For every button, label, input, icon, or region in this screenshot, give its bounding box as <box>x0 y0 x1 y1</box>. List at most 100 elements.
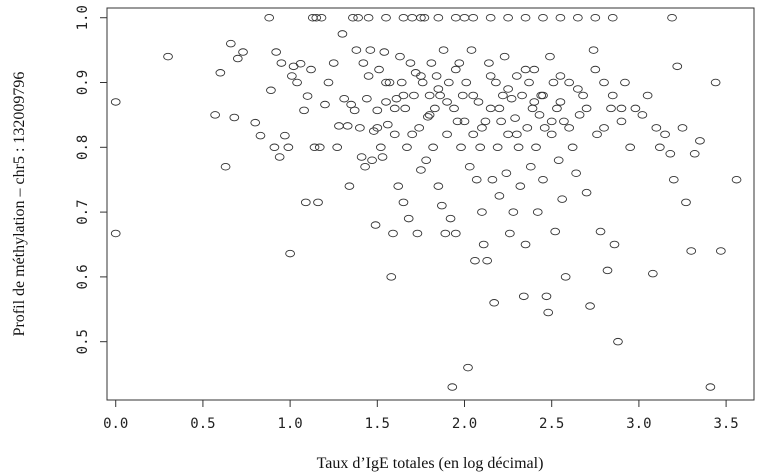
data-point <box>443 78 454 87</box>
data-point <box>215 69 226 77</box>
data-point <box>574 111 585 119</box>
x-tick-label: 2.5 <box>539 416 564 432</box>
data-point <box>499 52 510 61</box>
data-point <box>388 229 398 238</box>
data-point <box>541 292 552 301</box>
x-tick-label: 2.0 <box>452 416 477 432</box>
data-point <box>494 104 505 113</box>
data-point <box>416 13 426 22</box>
data-point <box>393 182 404 190</box>
data-point <box>550 227 561 236</box>
data-point <box>433 85 444 93</box>
data-point <box>367 156 377 165</box>
data-point <box>416 166 426 174</box>
data-point <box>381 78 391 87</box>
data-point <box>485 72 496 80</box>
data-point <box>210 111 220 119</box>
data-point <box>665 150 676 158</box>
data-point <box>334 122 344 130</box>
data-point <box>527 104 538 113</box>
data-point <box>271 48 282 56</box>
data-point <box>328 59 339 67</box>
data-point <box>468 130 479 139</box>
data-point <box>585 302 595 310</box>
data-point <box>654 143 665 152</box>
data-point <box>513 143 524 152</box>
data-point <box>478 240 489 249</box>
data-point <box>581 188 592 197</box>
y-tick-label: 0.9 <box>75 70 91 95</box>
data-point <box>442 98 452 106</box>
data-point <box>316 13 327 22</box>
data-point <box>686 247 697 255</box>
y-tick-label: 0.8 <box>75 135 91 160</box>
data-point <box>731 175 742 184</box>
data-point <box>522 124 533 132</box>
data-point <box>564 124 574 132</box>
data-point <box>419 13 430 22</box>
data-point <box>538 91 548 100</box>
data-point <box>529 98 540 106</box>
data-point <box>381 98 391 106</box>
data-point <box>355 124 365 132</box>
data-point <box>381 13 391 22</box>
data-point <box>232 54 243 63</box>
data-point <box>710 78 721 87</box>
data-point <box>250 118 261 127</box>
data-point <box>480 117 491 126</box>
data-point <box>421 156 431 165</box>
data-point <box>716 247 726 255</box>
data-point <box>426 59 437 67</box>
data-point <box>433 182 444 190</box>
data-point <box>539 124 550 132</box>
data-point <box>332 143 343 152</box>
data-point <box>485 104 496 113</box>
data-point <box>292 78 302 87</box>
data-point <box>398 13 409 22</box>
data-point <box>445 214 456 223</box>
data-point <box>660 130 670 139</box>
data-point <box>372 106 383 115</box>
data-point <box>524 78 534 87</box>
x-tick-label: 3.0 <box>626 416 651 432</box>
data-point <box>110 229 121 238</box>
data-point <box>344 182 355 190</box>
data-point <box>459 117 470 126</box>
data-point <box>470 256 480 265</box>
data-point <box>705 383 716 391</box>
data-point <box>496 117 506 126</box>
data-point <box>313 198 323 207</box>
plot-area-frame <box>106 7 755 401</box>
data-point <box>508 208 519 216</box>
data-point <box>506 94 517 103</box>
data-point <box>391 94 402 103</box>
data-point <box>557 195 568 203</box>
data-point <box>511 130 522 139</box>
data-point <box>285 249 295 258</box>
data-point <box>110 98 121 106</box>
data-point <box>501 169 512 177</box>
y-axis-title: Profil de méthylation – chr5 : 132009796 <box>11 72 28 337</box>
data-point <box>468 91 479 100</box>
data-point <box>590 13 601 22</box>
data-point <box>667 13 677 22</box>
data-point <box>363 13 374 22</box>
data-point <box>503 13 513 22</box>
data-point <box>468 13 479 22</box>
data-point <box>473 98 484 106</box>
data-point <box>309 143 320 152</box>
data-point <box>229 113 240 122</box>
data-point <box>348 13 358 22</box>
data-point <box>389 130 400 139</box>
data-point <box>494 192 505 200</box>
data-point <box>255 131 266 140</box>
data-point <box>416 72 426 80</box>
data-points <box>110 13 742 391</box>
data-point <box>311 13 322 22</box>
data-point <box>616 117 627 126</box>
data-point <box>302 92 313 100</box>
data-point <box>545 52 555 61</box>
data-point <box>651 124 662 132</box>
data-point <box>592 130 602 139</box>
data-point <box>402 143 412 152</box>
